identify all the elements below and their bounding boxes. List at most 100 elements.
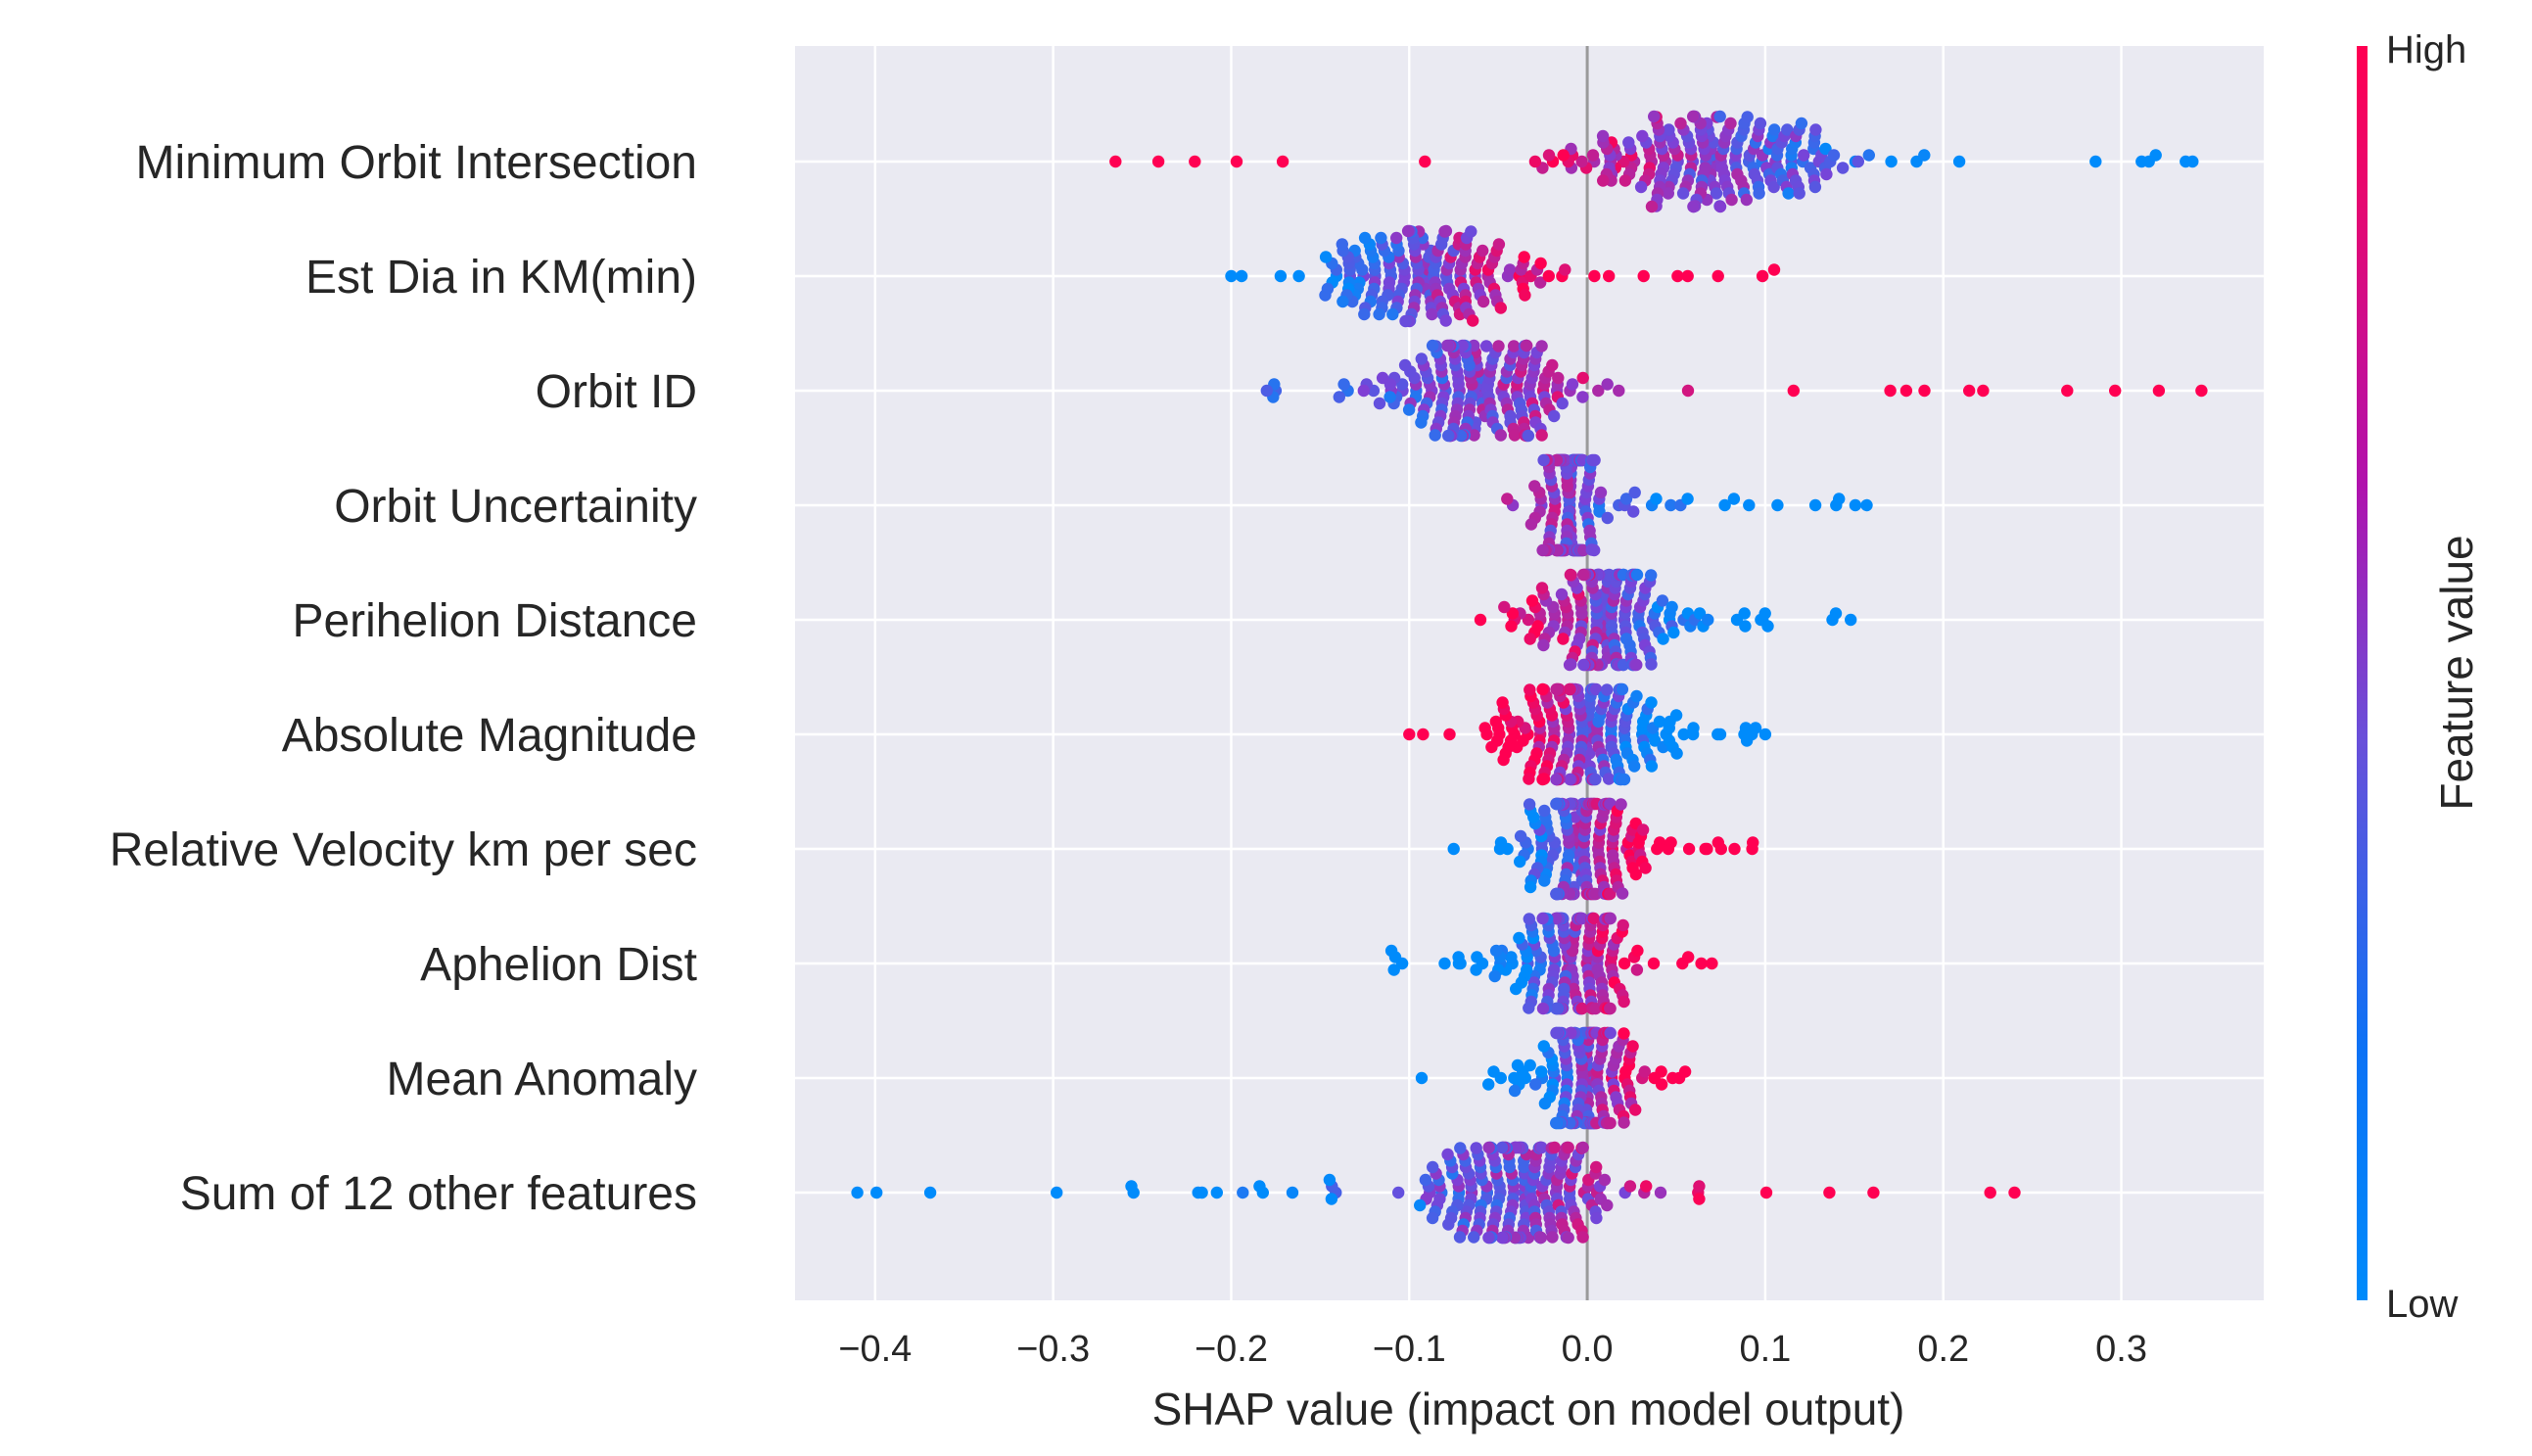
shap-point	[1682, 842, 1696, 856]
shap-point	[1494, 429, 1508, 442]
shap-point	[1918, 149, 1931, 162]
x-tick-label: 0.2	[1917, 1329, 1969, 1370]
shap-point	[1767, 263, 1781, 276]
shap-point	[1589, 1002, 1602, 1015]
shap-point	[1529, 1078, 1542, 1091]
shap-point	[1761, 620, 1774, 633]
shap-point	[1151, 155, 1165, 168]
shap-point	[1537, 638, 1550, 652]
shap-point	[1713, 200, 1727, 213]
shap-point	[1616, 887, 1629, 900]
shap-point	[1576, 371, 1589, 385]
shap-point	[1510, 982, 1523, 996]
shap-point	[1051, 1186, 1063, 1199]
shap-point	[1667, 626, 1680, 639]
shap-point	[1618, 1116, 1630, 1129]
shap-point	[1665, 498, 1677, 512]
shap-point	[1601, 378, 1614, 391]
shap-point	[1787, 384, 1801, 398]
shap-point	[1528, 480, 1541, 493]
shap-point	[1439, 314, 1452, 327]
shap-point	[1740, 193, 1754, 207]
shap-point	[1677, 728, 1690, 741]
shap-point	[1711, 269, 1724, 283]
shap-point	[1602, 773, 1616, 785]
shap-point	[1701, 842, 1713, 856]
shap-point	[1693, 1193, 1706, 1205]
shap-point	[1833, 493, 1846, 505]
shap-point	[1738, 607, 1751, 620]
shap-point	[1629, 868, 1643, 881]
colorbar-title: Feature value	[2431, 535, 2482, 810]
feature-label: Relative Velocity km per sec	[110, 824, 697, 876]
shap-point	[1534, 1231, 1548, 1245]
shap-point	[1899, 384, 1913, 398]
shap-point	[1681, 493, 1694, 505]
shap-point	[1638, 1065, 1652, 1078]
shap-point	[1456, 339, 1469, 352]
feature-label: Orbit ID	[536, 366, 697, 418]
shap-point	[1845, 613, 1857, 627]
shap-point	[1670, 747, 1683, 760]
shap-point	[1523, 773, 1535, 785]
shap-point	[1829, 607, 1843, 620]
shap-point	[1524, 518, 1538, 531]
shap-point	[2195, 384, 2208, 398]
shap-point	[1358, 231, 1372, 245]
shap-point	[1323, 1173, 1336, 1187]
shap-point	[1468, 1231, 1480, 1244]
shap-point	[1538, 1097, 1552, 1110]
shap-point	[1649, 734, 1662, 747]
shap-point	[1588, 453, 1601, 467]
shap-point	[1645, 200, 1659, 213]
shap-point	[1782, 187, 1795, 200]
x-tick-label: −0.1	[1373, 1329, 1446, 1370]
shap-point	[1756, 269, 1769, 283]
shap-point	[1650, 493, 1663, 505]
shap-point	[1656, 594, 1669, 607]
shap-point	[1618, 174, 1632, 187]
shap-point	[1728, 842, 1741, 856]
shap-point	[1665, 600, 1678, 614]
shap-point	[851, 1186, 864, 1199]
shap-point	[1373, 307, 1385, 321]
shap-point	[1383, 391, 1396, 403]
shap-point	[1443, 728, 1456, 741]
shap-point	[1725, 193, 1738, 207]
shap-point	[1645, 569, 1658, 582]
shap-point	[1325, 1193, 1338, 1205]
x-tick-label: 0.3	[2095, 1329, 2147, 1370]
shap-point	[1616, 682, 1629, 696]
shap-point	[1808, 180, 1822, 194]
shap-point	[1653, 715, 1666, 728]
shap-point	[1401, 224, 1415, 238]
shap-point	[1384, 944, 1398, 958]
shap-point	[1743, 498, 1756, 512]
shap-point	[1819, 142, 1832, 156]
shap-point	[1399, 314, 1412, 328]
shap-point	[1662, 187, 1675, 200]
shap-point	[1518, 251, 1530, 263]
shap-point	[1836, 162, 1850, 174]
shap-point	[1798, 149, 1810, 162]
feature-label: Absolute Magnitude	[282, 710, 697, 762]
shap-point	[1427, 1160, 1439, 1174]
shap-point	[1535, 429, 1548, 442]
shap-point	[1630, 658, 1643, 672]
shap-point	[1542, 149, 1556, 162]
shap-point	[2152, 384, 2166, 398]
shap-point	[1695, 957, 1708, 970]
shap-point	[1627, 505, 1640, 518]
shap-point	[1387, 963, 1400, 976]
shap-point	[1767, 180, 1780, 194]
x-tick-label: −0.4	[838, 1329, 912, 1370]
shap-point	[1415, 416, 1428, 429]
shap-point	[1496, 696, 1509, 709]
shap-point	[1645, 760, 1659, 773]
shap-point	[1548, 1141, 1562, 1154]
shap-point	[1514, 855, 1526, 869]
shap-point	[1655, 1078, 1668, 1091]
shap-point	[1687, 200, 1700, 213]
shap-point	[1657, 633, 1669, 645]
shap-point	[1702, 613, 1714, 627]
